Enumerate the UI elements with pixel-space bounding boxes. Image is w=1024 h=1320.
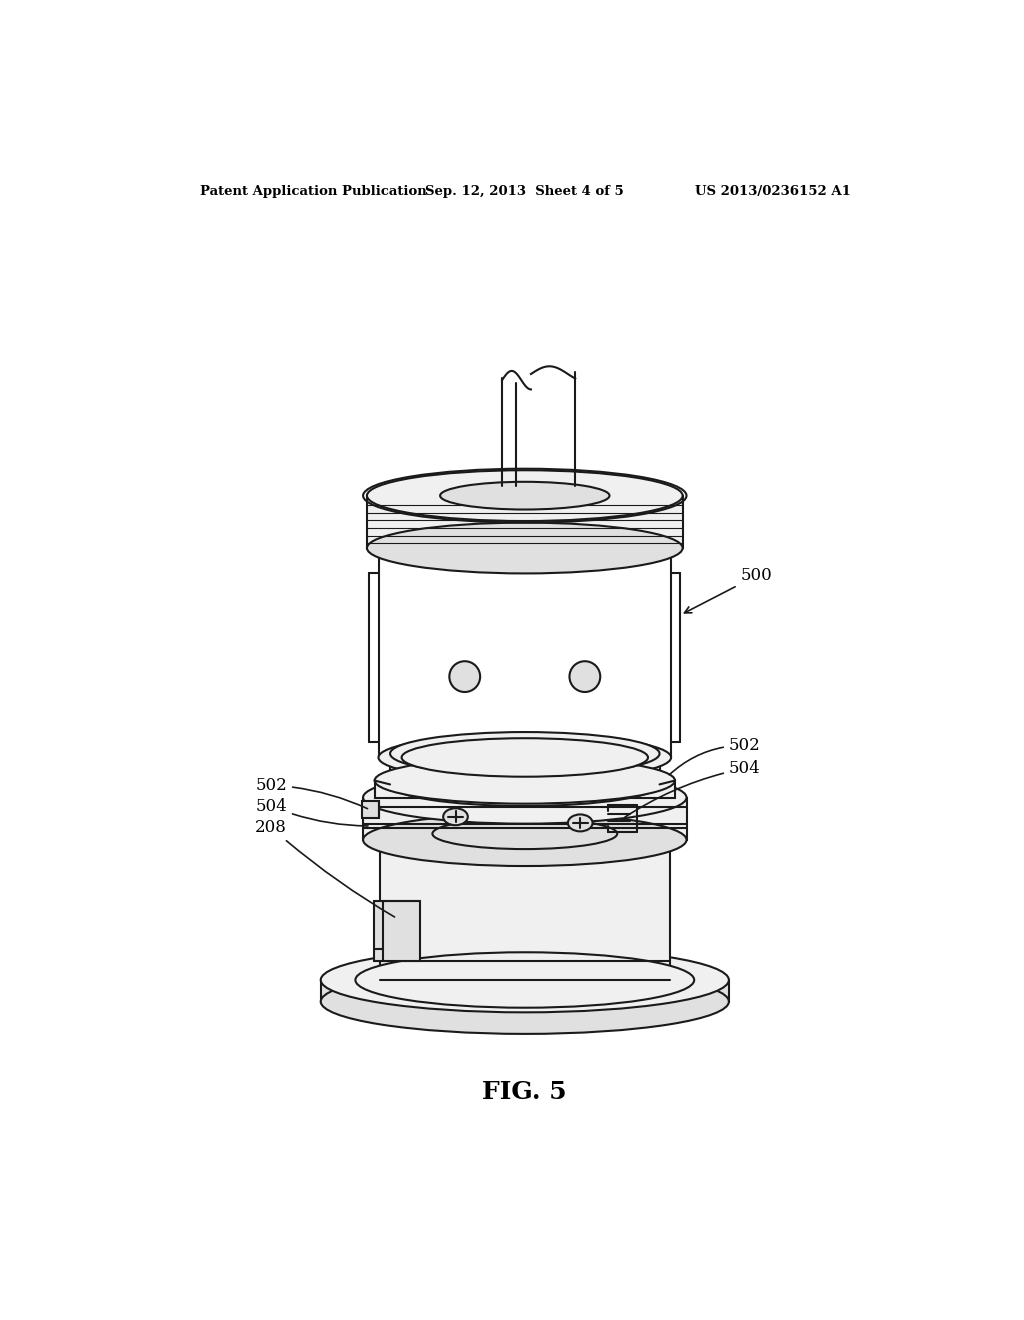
Ellipse shape (443, 808, 468, 825)
Polygon shape (375, 780, 675, 797)
Text: 502: 502 (670, 737, 761, 775)
Ellipse shape (379, 519, 671, 565)
Ellipse shape (321, 948, 729, 1012)
Text: Patent Application Publication: Patent Application Publication (200, 185, 427, 198)
Text: US 2013/0236152 A1: US 2013/0236152 A1 (694, 185, 851, 198)
Polygon shape (364, 797, 686, 840)
Ellipse shape (379, 734, 671, 780)
Ellipse shape (440, 482, 609, 510)
Text: Sep. 12, 2013  Sheet 4 of 5: Sep. 12, 2013 Sheet 4 of 5 (425, 185, 625, 198)
Ellipse shape (569, 661, 600, 692)
Ellipse shape (364, 771, 686, 824)
Polygon shape (390, 754, 659, 784)
Polygon shape (380, 834, 670, 983)
Bar (361, 801, 379, 818)
Ellipse shape (367, 523, 683, 573)
Ellipse shape (390, 763, 659, 807)
Polygon shape (321, 979, 729, 1002)
Ellipse shape (364, 813, 686, 866)
Ellipse shape (380, 961, 670, 1007)
Text: 502: 502 (255, 776, 368, 809)
Polygon shape (367, 496, 683, 548)
Text: 500: 500 (684, 568, 772, 612)
Ellipse shape (375, 758, 675, 804)
Ellipse shape (367, 470, 683, 521)
Ellipse shape (401, 738, 648, 776)
Ellipse shape (380, 810, 670, 857)
Ellipse shape (432, 818, 617, 849)
Text: 208: 208 (255, 820, 394, 917)
Text: 504: 504 (255, 797, 368, 826)
Polygon shape (374, 900, 420, 961)
Text: 504: 504 (625, 760, 761, 817)
Polygon shape (379, 543, 671, 758)
Ellipse shape (450, 661, 480, 692)
Ellipse shape (568, 814, 593, 832)
Ellipse shape (355, 952, 694, 1007)
Ellipse shape (390, 733, 659, 775)
Text: FIG. 5: FIG. 5 (482, 1080, 567, 1104)
Ellipse shape (321, 969, 729, 1034)
